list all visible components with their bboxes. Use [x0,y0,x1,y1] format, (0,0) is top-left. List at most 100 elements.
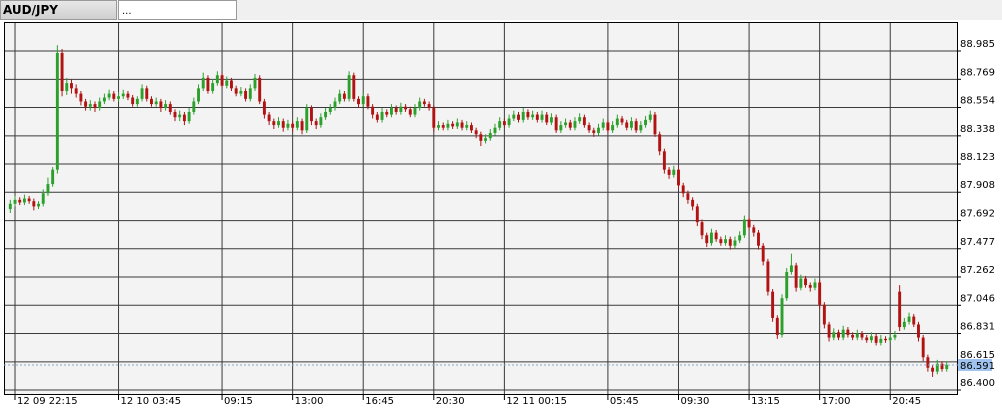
y-tick-label: 88.769 [960,67,995,78]
candle-body [437,125,440,128]
candle-body [714,232,718,240]
candle-body [300,121,304,131]
candle-body [818,282,822,305]
x-tick-label: 20:45 [892,396,921,407]
tab-label[interactable]: ... [122,6,132,17]
y-tick-label: 87.477 [960,237,995,248]
x-tick-label: 12 11 00:15 [506,396,567,407]
candle-body [295,121,299,128]
candle-body [305,108,309,131]
candle-body [126,93,130,98]
candle-body [597,127,600,133]
candle-body [84,101,88,107]
x-tick-label: 16:45 [365,396,394,407]
candle-body [507,118,511,126]
candle-body [742,219,746,236]
candle-body [931,367,935,372]
candle-body [164,104,168,109]
candle-body [672,169,676,175]
last-price-box [958,358,992,371]
candle-body [248,88,252,99]
candle-body [375,114,379,120]
candle-body [338,93,342,102]
candle-body [98,101,102,109]
candle-body [535,114,539,120]
candle-body [615,118,619,126]
candle-body [173,111,177,118]
candle-body [540,114,544,120]
candle-body [65,83,69,91]
y-tick-label: 88.338 [960,124,995,135]
tab-active[interactable] [0,0,117,20]
candle-body [27,198,31,202]
candle-body [328,108,332,112]
candle-body [460,122,464,128]
candle-body [549,117,553,123]
candle-body [427,104,431,109]
x-tick-label: 12 09 22:15 [17,396,78,407]
candle-body [921,337,925,358]
candle-body [827,324,831,338]
candle-body [8,203,12,210]
candle-body [310,108,313,122]
candle-body [230,80,233,89]
plot-background [4,22,958,395]
candle-body [855,333,859,338]
x-tick-label: 13:15 [751,396,780,407]
candle-body [738,235,742,241]
candle-body [178,114,182,118]
candle-body [545,114,549,123]
tab-inactive[interactable] [118,0,237,20]
candle-body [102,97,106,102]
candle-body [159,101,163,109]
candle-body [677,169,680,186]
candle-body [234,88,238,94]
x-tick-label: 05:45 [610,396,639,407]
candle-body [648,114,652,120]
candle-body [629,121,633,128]
candle-body [192,101,196,112]
candle-body [888,337,892,341]
candle-body [225,80,229,86]
candle-body [695,206,699,223]
candle-body [502,121,506,126]
candle-body [380,111,384,120]
x-tick-label: 17:00 [822,396,851,407]
candle-body [465,125,469,128]
y-tick-label: 87.908 [960,180,995,191]
plot: 88.985 88.769 88.554 88.338 88.123 87.908 87.6… [4,22,995,407]
candle-body [752,227,756,233]
candle-body [851,334,855,338]
candle-body [846,329,850,335]
candle-body [484,138,488,141]
candle-body [131,97,135,105]
candle-body [422,101,426,105]
candle-body [262,101,266,115]
candle-body [728,239,732,246]
candle-body [37,203,40,207]
y-tick-label: 87.046 [960,293,995,304]
candle-body [201,77,205,89]
candle-body [917,324,920,338]
candle-body [399,106,403,112]
candle-body [258,77,262,102]
y-tick-label: 88.985 [960,39,995,50]
candle-body [526,111,530,118]
candle-body [804,278,807,286]
candle-body [469,125,473,131]
candle-body [140,88,144,99]
candle-body [498,121,502,128]
tab-label[interactable]: AUD/JPY [3,3,58,17]
candle-body [573,121,577,128]
candle-body [775,317,779,335]
candle-body [281,121,285,128]
candle-body [733,240,737,246]
candle-body [88,104,92,107]
y-tick-label: 87.262 [960,265,995,276]
candle-body [154,101,158,105]
candle-body [601,122,605,128]
candle-body [314,121,318,126]
candle-body [757,232,760,246]
candle-body [455,122,459,127]
candle-body [860,333,864,338]
